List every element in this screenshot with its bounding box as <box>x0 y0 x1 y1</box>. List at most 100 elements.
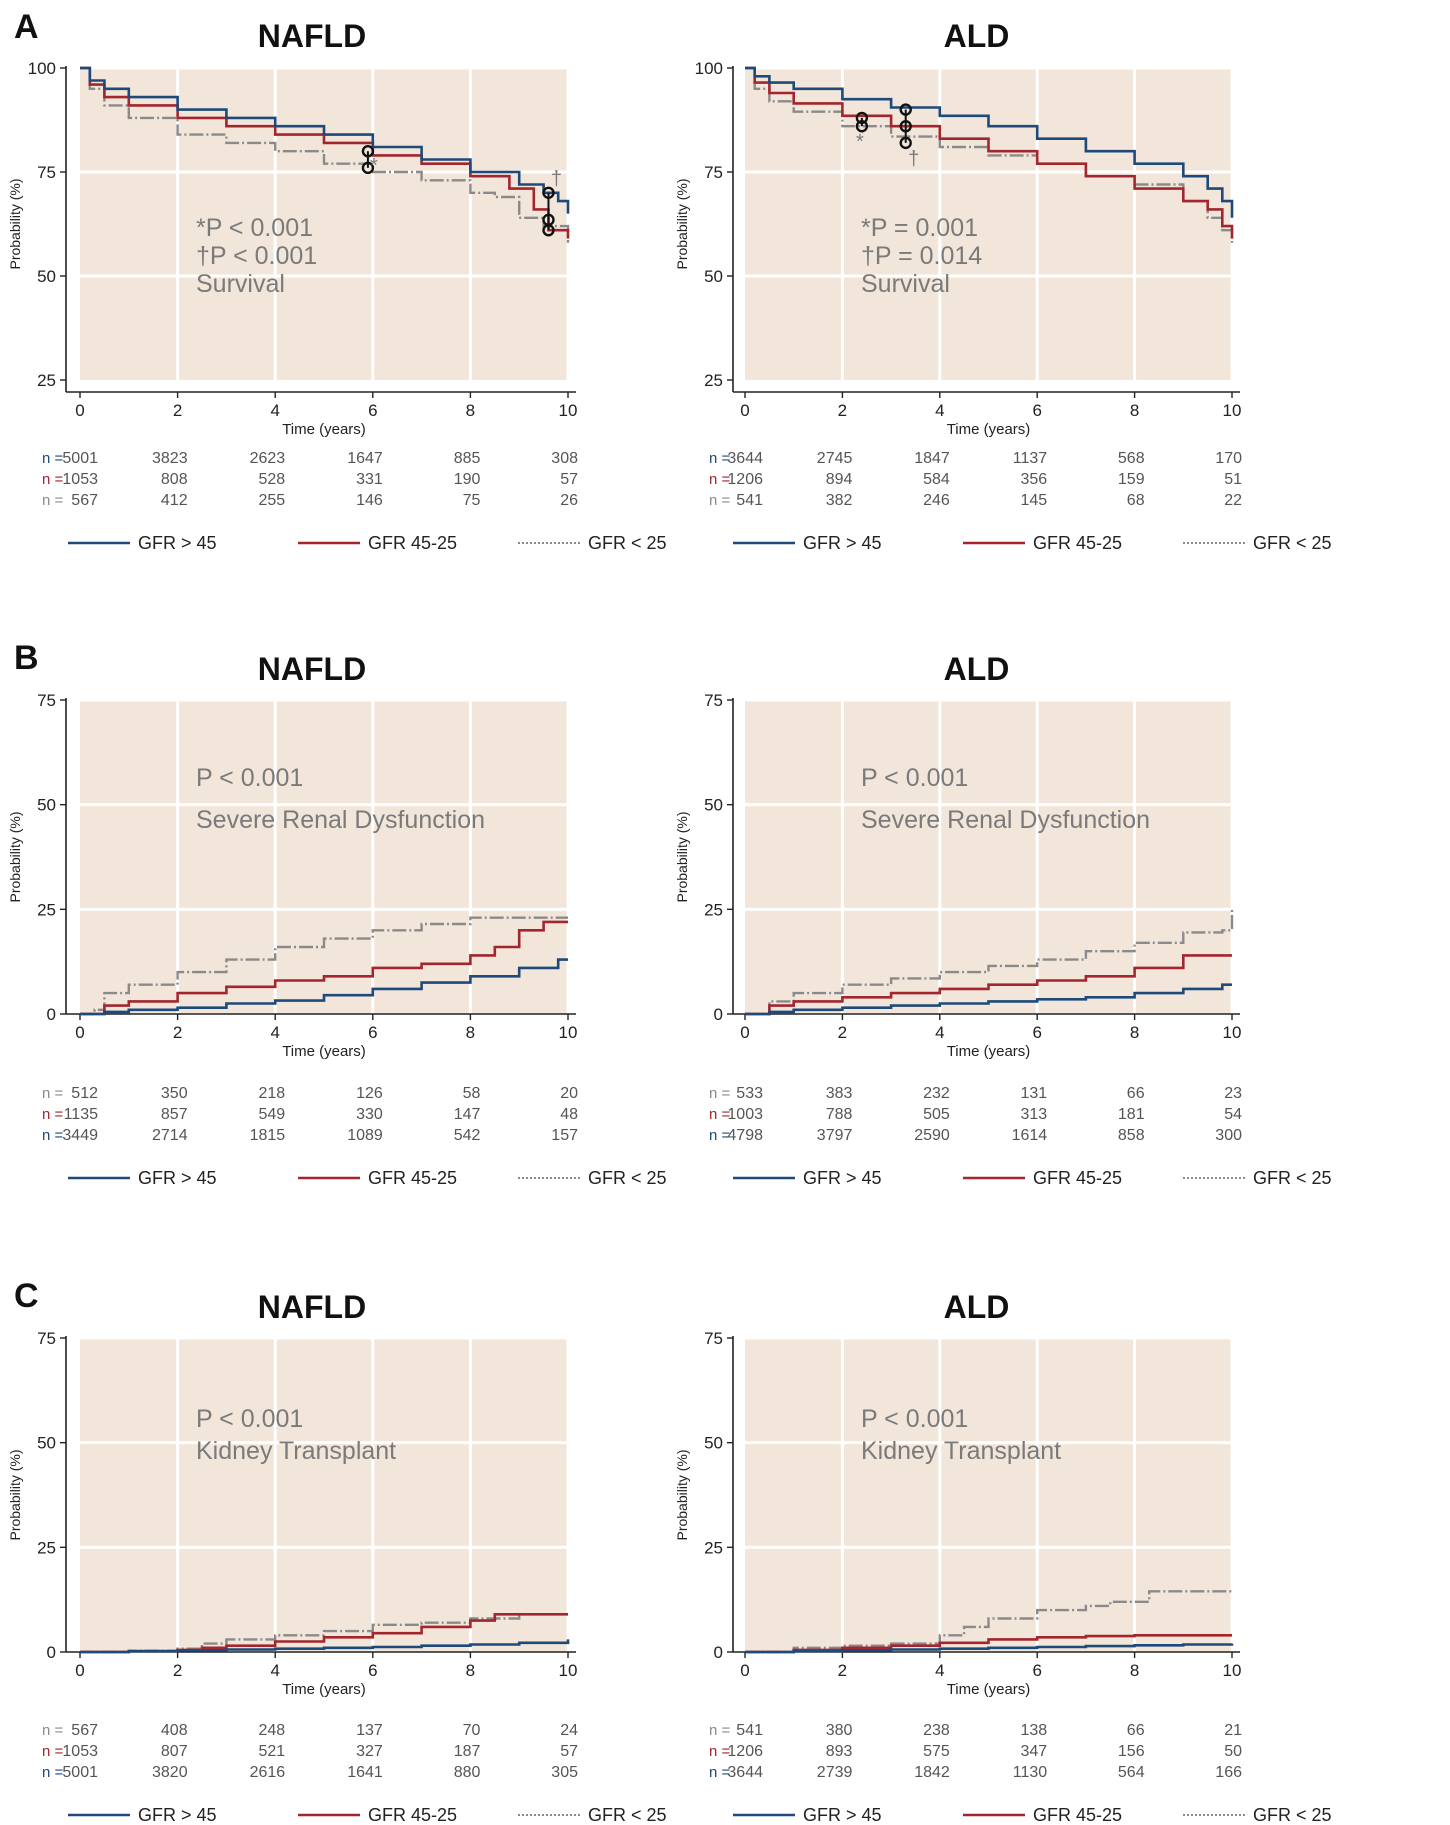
y-tick-label: 100 <box>695 59 723 78</box>
legend-label: GFR 45-25 <box>368 533 457 553</box>
marker-circle <box>899 120 912 133</box>
risk-table-value: 1130 <box>1013 1764 1048 1781</box>
risk-table-value: 1647 <box>347 450 383 467</box>
risk-table-value: 5001 <box>62 1764 98 1781</box>
x-tick-label: 6 <box>368 1023 377 1042</box>
x-axis-label: Time (years) <box>947 1043 1031 1060</box>
plot-background <box>80 1338 568 1652</box>
annotation-text: †P < 0.001 <box>196 242 317 270</box>
risk-table-value: 126 <box>356 1085 383 1102</box>
annotation-text: *P < 0.001 <box>196 214 313 242</box>
chart-panel-1: A NAFLD 25 50 75 100 0 2 4 6 8 10 Probability (%) Tim… <box>7 8 667 553</box>
risk-table-value: 58 <box>463 1085 481 1102</box>
risk-table-value: 66 <box>1127 1722 1145 1739</box>
y-tick-label: 75 <box>37 163 56 182</box>
risk-table-n-prefix: n = <box>709 1085 731 1102</box>
series-line-gfr_gt45 <box>80 958 568 1016</box>
risk-table-value: 51 <box>1224 471 1242 488</box>
y-axis-label: Probability (%) <box>674 1449 690 1540</box>
marker-circle <box>361 144 375 158</box>
risk-table-value: 3449 <box>62 1127 98 1144</box>
risk-table-n-prefix: n = <box>42 450 64 467</box>
y-tick-label: 100 <box>28 59 56 78</box>
risk-table-value: 347 <box>1020 1743 1047 1760</box>
risk-table-n-prefix: n = <box>42 1106 64 1123</box>
series-line-gfr_45_25 <box>80 66 570 239</box>
risk-table-value: 50 <box>1224 1743 1242 1760</box>
x-tick-label: 2 <box>838 1023 847 1042</box>
x-axis-label: Time (years) <box>282 421 366 438</box>
y-tick-label: 75 <box>37 691 56 710</box>
plot-background <box>80 700 568 1014</box>
marker-circle <box>542 224 555 237</box>
risk-table-value: 3644 <box>727 450 763 467</box>
risk-table-n-prefix: n = <box>42 1085 64 1102</box>
risk-table-value: 350 <box>161 1085 188 1102</box>
risk-table-value: 1135 <box>64 1106 99 1123</box>
risk-table-value: 383 <box>826 1085 853 1102</box>
risk-table-value: 2590 <box>914 1127 950 1144</box>
x-tick-label: 8 <box>466 1023 475 1042</box>
x-tick-label: 4 <box>270 1023 279 1042</box>
annotation-text: Kidney Transplant <box>196 1437 396 1465</box>
legend-label: GFR < 25 <box>1253 1805 1332 1825</box>
risk-table-n-prefix: n = <box>709 1743 731 1760</box>
risk-table-n-prefix: n = <box>709 492 731 509</box>
series-line-gfr_gt45 <box>745 1643 1234 1654</box>
risk-table-value: 3644 <box>727 1764 763 1781</box>
risk-table-value: 521 <box>258 1743 285 1760</box>
panel-letter: A <box>14 8 39 46</box>
chart-title: ALD <box>944 651 1010 687</box>
x-tick-label: 10 <box>1223 401 1242 420</box>
legend-label: GFR > 45 <box>803 533 882 553</box>
legend-label: GFR > 45 <box>803 1805 882 1825</box>
risk-table-n-prefix: n = <box>709 450 731 467</box>
series-line-gfr_lt25 <box>745 909 1234 1016</box>
x-tick-label: 4 <box>270 1661 279 1680</box>
chart-panel-6: ALD 0 25 50 75 0 2 4 6 8 10 Probability (%) Time (ye… <box>674 1289 1332 1825</box>
risk-table-value: 48 <box>560 1106 578 1123</box>
risk-table-value: 2623 <box>250 450 286 467</box>
x-tick-label: 2 <box>173 1023 182 1042</box>
risk-table-n-prefix: n = <box>709 1106 731 1123</box>
annotation-text: Survival <box>861 270 950 298</box>
chart-title: ALD <box>944 1289 1010 1325</box>
series-line-gfr_gt45 <box>745 983 1232 1016</box>
series-line-gfr_lt25 <box>80 66 570 243</box>
risk-table-value: 138 <box>1020 1722 1047 1739</box>
legend-label: GFR > 45 <box>803 1168 882 1188</box>
series-line-gfr_45_25 <box>745 66 1234 239</box>
risk-table-value: 564 <box>1118 1764 1145 1781</box>
risk-table-value: 568 <box>1118 450 1145 467</box>
risk-table-value: 380 <box>826 1722 853 1739</box>
annotation-text: *P = 0.001 <box>861 214 978 242</box>
x-tick-label: 2 <box>173 401 182 420</box>
risk-table-value: 412 <box>161 492 188 509</box>
risk-table-n-prefix: n = <box>42 1764 64 1781</box>
y-tick-label: 0 <box>714 1005 723 1024</box>
x-axis-label: Time (years) <box>282 1043 366 1060</box>
series-line-gfr_45_25 <box>745 954 1232 1016</box>
risk-table-value: 894 <box>826 471 853 488</box>
risk-table-value: 1053 <box>62 471 98 488</box>
marker-circle <box>361 161 375 175</box>
plot-background <box>745 1338 1232 1652</box>
risk-table-value: 232 <box>923 1085 950 1102</box>
marker-circle <box>542 186 555 200</box>
risk-table-value: 255 <box>258 492 285 509</box>
marker-circle <box>855 111 869 125</box>
legend-label: GFR 45-25 <box>368 1168 457 1188</box>
y-axis-label: Probability (%) <box>674 811 690 902</box>
x-tick-label: 10 <box>559 1661 578 1680</box>
x-tick-label: 6 <box>368 1661 377 1680</box>
risk-table-n-prefix: n = <box>42 471 64 488</box>
series-line-gfr_45_25 <box>80 920 568 1016</box>
risk-table-value: 1206 <box>727 471 763 488</box>
x-tick-label: 2 <box>838 1661 847 1680</box>
risk-table-value: 21 <box>1224 1722 1242 1739</box>
y-tick-label: 50 <box>704 1434 723 1453</box>
risk-table-value: 190 <box>454 471 481 488</box>
chart-title: NAFLD <box>258 651 366 687</box>
risk-table-value: 248 <box>258 1722 285 1739</box>
